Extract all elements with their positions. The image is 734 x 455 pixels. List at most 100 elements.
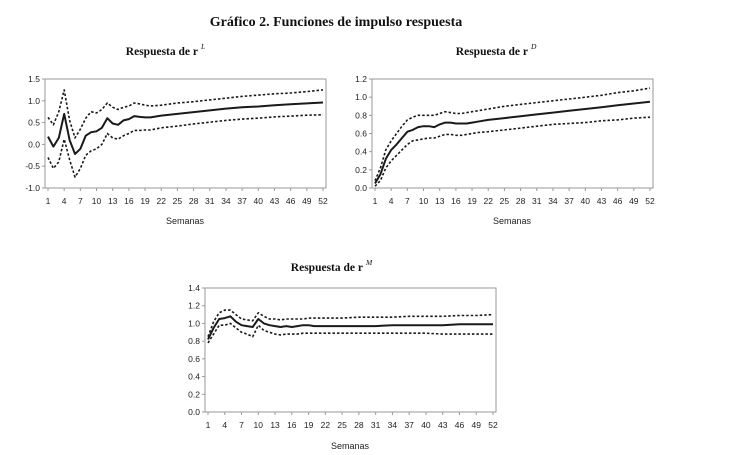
x-tick-label: 34: [548, 196, 558, 206]
y-axis-ticks: 0.0 0.2 0.4 0.6 0.8 1.0 1.2: [355, 74, 372, 193]
y-tick-label: 0.0: [355, 183, 367, 193]
series-layer: [374, 87, 651, 187]
y-tick-label: 0.2: [355, 165, 367, 175]
x-tick-label: 52: [645, 196, 655, 206]
y-tick-label: 1.0: [188, 318, 200, 328]
x-tick-label: 4: [389, 196, 394, 206]
x-tick-label: 25: [173, 196, 183, 206]
plot-area: [204, 287, 497, 413]
y-tick-label: 1.4: [188, 283, 200, 293]
x-tick-label: 13: [435, 196, 445, 206]
series-layer: [47, 89, 324, 178]
series-line-upper: [47, 89, 324, 139]
x-tick-label: 31: [205, 196, 215, 206]
x-tick-label: 34: [388, 420, 398, 430]
series-layer: [207, 309, 494, 344]
y-tick-label: 0.6: [188, 354, 200, 364]
y-tick-label: 0.4: [355, 147, 367, 157]
x-tick-label: 7: [405, 196, 410, 206]
x-tick-label: 43: [270, 196, 280, 206]
y-tick-label: -0.5: [25, 161, 40, 171]
x-tick-label: 52: [488, 420, 498, 430]
x-tick-label: 10: [254, 420, 264, 430]
y-tick-label: 0.5: [28, 118, 40, 128]
x-tick-label: 16: [451, 196, 461, 206]
plot-area: [371, 78, 654, 189]
x-tick-label: 28: [516, 196, 526, 206]
y-tick-label: 0.4: [188, 372, 200, 382]
x-tick-label: 52: [318, 196, 328, 206]
x-tick-label: 40: [581, 196, 591, 206]
x-tick-label: 37: [404, 420, 414, 430]
chart-title: Respuesta de r: [126, 46, 198, 58]
series-line-lower: [47, 114, 324, 178]
x-tick-label: 10: [92, 196, 102, 206]
x-tick-label: 4: [222, 420, 227, 430]
x-tick-label: 43: [597, 196, 607, 206]
figure-title: Gráfico 2. Funciones de impulso respuest…: [210, 15, 463, 30]
x-tick-label: 13: [270, 420, 280, 430]
x-axis-ticks: 1 4 7 10 13 16 19 22 25 28 31 34 37 40 43 46 49 52: [46, 188, 328, 206]
x-tick-label: 22: [484, 196, 494, 206]
chart-title-superscript: D: [530, 42, 537, 51]
chart-response-rL: Respuesta de r L -1.0 -0.5 0.0 0.5 1.0 1.5 1 4…: [25, 42, 328, 226]
chart-title-superscript: M: [365, 258, 373, 267]
x-tick-label: 49: [629, 196, 639, 206]
series-line-upper: [374, 87, 651, 182]
x-tick-label: 16: [124, 196, 134, 206]
x-tick-label: 16: [287, 420, 297, 430]
series-line-upper: [207, 309, 494, 337]
y-tick-label: -1.0: [25, 183, 40, 193]
y-tick-label: 0.2: [188, 389, 200, 399]
y-tick-label: 0.8: [188, 336, 200, 346]
x-axis-label: Semanas: [331, 441, 370, 451]
x-tick-label: 40: [421, 420, 431, 430]
x-tick-label: 4: [62, 196, 67, 206]
x-tick-label: 28: [189, 196, 199, 206]
series-line-lower: [207, 322, 493, 344]
x-tick-label: 46: [613, 196, 623, 206]
x-tick-label: 25: [337, 420, 347, 430]
x-tick-label: 37: [564, 196, 574, 206]
x-tick-label: 13: [108, 196, 118, 206]
x-tick-label: 19: [467, 196, 477, 206]
y-tick-label: 0.0: [188, 407, 200, 417]
y-axis-ticks: -1.0 -0.5 0.0 0.5 1.0 1.5: [25, 74, 45, 193]
series-line-response: [207, 315, 493, 340]
y-tick-label: 1.0: [28, 96, 40, 106]
x-tick-label: 31: [532, 196, 542, 206]
x-tick-label: 31: [371, 420, 381, 430]
series-line-lower: [374, 116, 651, 187]
y-tick-label: 1.5: [28, 74, 40, 84]
x-tick-label: 25: [500, 196, 510, 206]
y-tick-label: 0.0: [28, 139, 40, 149]
x-tick-label: 49: [302, 196, 312, 206]
x-tick-label: 34: [221, 196, 231, 206]
x-tick-label: 46: [286, 196, 296, 206]
x-tick-label: 7: [78, 196, 83, 206]
x-axis-ticks: 1 4 7 10 13 16 19 22 25 28 31 34 37 40 43 46 49 52: [206, 412, 498, 430]
series-line-response: [47, 101, 324, 155]
x-tick-label: 22: [157, 196, 167, 206]
x-tick-label: 1: [373, 196, 378, 206]
chart-response-rM: Respuesta de r M 0.0 0.2 0.4 0.6 0.8 1.0 1.2 1.…: [188, 258, 498, 451]
y-tick-label: 0.6: [355, 129, 367, 139]
x-tick-label: 1: [46, 196, 51, 206]
x-tick-label: 49: [472, 420, 482, 430]
x-axis-label: Semanas: [493, 216, 532, 226]
x-tick-label: 46: [455, 420, 465, 430]
x-tick-label: 19: [304, 420, 314, 430]
x-tick-label: 40: [254, 196, 264, 206]
chart-title: Respuesta de r: [291, 262, 363, 274]
y-axis-ticks: 0.0 0.2 0.4 0.6 0.8 1.0 1.2 1.4: [188, 283, 205, 417]
y-tick-label: 1.2: [188, 301, 200, 311]
x-tick-label: 28: [354, 420, 364, 430]
x-tick-label: 7: [239, 420, 244, 430]
x-axis-label: Semanas: [166, 216, 205, 226]
y-tick-label: 0.8: [355, 110, 367, 120]
chart-title-superscript: L: [200, 42, 205, 51]
y-tick-label: 1.2: [355, 74, 367, 84]
chart-response-rD: Respuesta de r D 0.0 0.2 0.4 0.6 0.8 1.0 1.2 1…: [355, 42, 655, 226]
x-axis-ticks: 1 4 7 10 13 16 19 22 25 28 31 34 37 40 43 46 49 52: [373, 188, 655, 206]
chart-title: Respuesta de r: [456, 46, 528, 58]
